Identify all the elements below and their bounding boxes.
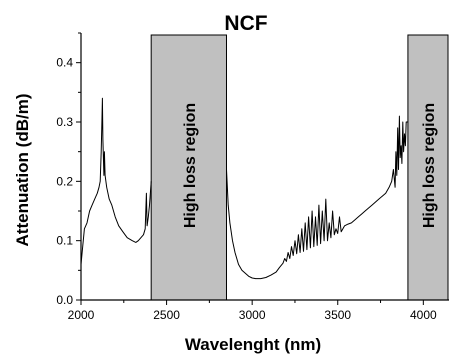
axes-layer <box>80 33 449 301</box>
high-loss-region-label: High loss region <box>421 103 438 228</box>
regions-layer: High loss region High loss region <box>150 34 449 301</box>
x-tick-label: 3000 <box>239 308 266 322</box>
x-axis-title: Wavelenght (nm) <box>185 335 321 354</box>
y-tick-label: 0.2 <box>56 174 73 188</box>
y-tick-label: 0.0 <box>56 293 73 307</box>
y-tick-label: 0.1 <box>56 234 73 248</box>
high-loss-region-2 <box>407 34 449 301</box>
high-loss-region-1 <box>150 34 227 301</box>
x-tick-label: 2000 <box>68 308 95 322</box>
series-layer <box>80 97 408 280</box>
high-loss-region-label: High loss region <box>182 103 199 228</box>
y-tick-label: 0.3 <box>56 115 73 129</box>
y-tick-label: 0.4 <box>56 56 73 70</box>
y-axis-title: Attenuation (dB/m) <box>13 94 32 247</box>
attenuation-line-segment-2 <box>226 115 408 280</box>
x-tick-label: 3500 <box>324 308 351 322</box>
x-tick-label: 4000 <box>410 308 437 322</box>
x-tick-label: 2500 <box>153 308 180 322</box>
ticks-layer: 2000 2500 3000 3500 4000 0.0 0.1 0.2 0.3 0.4 <box>56 32 437 322</box>
chart-title: NCF <box>224 12 267 35</box>
attenuation-line-segment-1 <box>80 97 152 265</box>
